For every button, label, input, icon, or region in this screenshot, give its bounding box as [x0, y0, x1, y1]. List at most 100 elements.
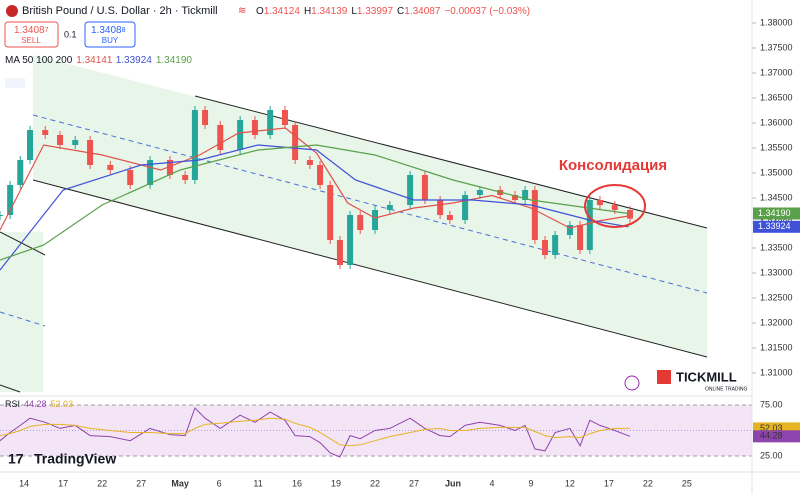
- ohlc: O1.34124 H1.34139 L1.33997 C1.34087 −0.00037…: [256, 6, 530, 17]
- buy-button[interactable]: [84, 21, 136, 48]
- x-tick-label: 22: [370, 478, 380, 488]
- y-tick-label: 1.33500: [760, 242, 793, 252]
- candle: [611, 205, 618, 210]
- candle: [166, 160, 173, 175]
- symbol-title[interactable]: British Pound / U.S. Dollar · 2h · Tickm…: [22, 5, 218, 17]
- x-tick-label: 14: [19, 478, 29, 488]
- candle: [626, 210, 633, 219]
- y-tick-label: 1.32000: [760, 317, 793, 327]
- candle: [372, 210, 379, 230]
- candle: [182, 175, 189, 180]
- candle: [281, 110, 288, 125]
- y-tick-label: 1.31000: [760, 367, 793, 377]
- candle: [306, 160, 313, 165]
- rsi-badge-label: 44.28: [760, 431, 783, 441]
- tv-logo: 17: [8, 451, 24, 467]
- ohlc-value: 1.34139: [311, 6, 348, 17]
- ohlc-key: L: [351, 6, 357, 17]
- channel-line: [194, 95, 708, 229]
- price-badge: [753, 220, 800, 233]
- bolt-icon: [624, 375, 640, 391]
- ma-label: MA 50 100 200: [5, 55, 73, 66]
- candle: [511, 195, 518, 200]
- x-tick-label: 22: [643, 478, 653, 488]
- rsi-legend: RSI 44.28 52.03: [5, 399, 73, 409]
- candle: [596, 200, 603, 205]
- ma-value: 1.34190: [156, 55, 193, 66]
- candle: [421, 175, 428, 200]
- rsi-badge: [753, 430, 800, 443]
- candle: [462, 195, 469, 220]
- ma-value: 1.34141: [76, 55, 113, 66]
- candle: [267, 110, 274, 135]
- candle: [407, 175, 414, 205]
- sell-button[interactable]: [4, 21, 59, 48]
- x-tick-label: May: [171, 478, 189, 488]
- candle: [552, 235, 559, 255]
- ohlc-value: 1.33997: [357, 6, 394, 17]
- ma-line: [0, 144, 629, 261]
- candle: [446, 215, 453, 220]
- y-tick-label: 25.00: [760, 450, 783, 460]
- x-tick-label: Jun: [445, 478, 461, 488]
- candle: [336, 240, 343, 265]
- ohlc-key: H: [304, 6, 311, 17]
- channel-line: [0, 231, 46, 256]
- rsi-badge-label: 52.03: [760, 423, 783, 433]
- annotation-ellipse: [584, 184, 646, 228]
- channel-mid: [32, 114, 708, 294]
- y-tick-label: 1.34500: [760, 192, 793, 202]
- rsi-line: [0, 417, 630, 447]
- channel-line: [32, 179, 708, 358]
- ma-line: [0, 144, 629, 271]
- ohlc-key: C: [397, 6, 404, 17]
- broker-sub: ONLINE TRADING: [705, 386, 748, 392]
- candle: [191, 110, 198, 180]
- brand: TradingView: [34, 451, 116, 467]
- ma-legend: MA 50 100 200 1.34141 1.33924 1.34190: [5, 55, 192, 66]
- buy-label: BUY: [102, 36, 119, 45]
- candle: [17, 160, 24, 185]
- x-tick-label: 4: [489, 478, 494, 488]
- candle: [437, 200, 444, 215]
- candle: [7, 185, 14, 215]
- collapse-button[interactable]: [5, 78, 25, 88]
- candle: [202, 110, 209, 125]
- candle: [27, 130, 34, 160]
- candle: [522, 190, 529, 200]
- x-tick-label: 17: [58, 478, 68, 488]
- sell-price: 1.34087: [14, 25, 49, 36]
- candle: [251, 120, 258, 135]
- ohlc-change: −0.00037 (−0.03%): [444, 6, 530, 17]
- broker-logo: [657, 370, 671, 384]
- x-tick-label: 9: [528, 478, 533, 488]
- ohlc-key: O: [256, 6, 264, 17]
- y-tick-label: 1.35000: [760, 167, 793, 177]
- candle: [386, 205, 393, 210]
- x-tick-label: 22: [97, 478, 107, 488]
- channel-line: [0, 384, 21, 393]
- y-tick-label: 1.32500: [760, 292, 793, 302]
- sell-label: SELL: [21, 36, 41, 45]
- candle: [327, 185, 334, 240]
- y-tick-label: 75.00: [760, 399, 783, 409]
- rsi-label: RSI: [5, 399, 20, 409]
- candle: [72, 140, 79, 145]
- x-tick-label: 19: [331, 478, 341, 488]
- lot-size: 0.1: [64, 29, 77, 39]
- y-tick-label: 1.36000: [760, 117, 793, 127]
- y-tick-label: 1.38000: [760, 17, 793, 27]
- candle: [57, 135, 64, 145]
- y-tick-label: 1.36500: [760, 92, 793, 102]
- candle: [147, 160, 154, 185]
- y-tick-label: 1.35500: [760, 142, 793, 152]
- ma-value: 1.33924: [116, 55, 153, 66]
- channel-fill: [33, 55, 707, 357]
- candle: [217, 125, 224, 150]
- price-badge: [753, 207, 800, 220]
- candle: [586, 200, 593, 250]
- price-badge-label: 1.33924: [758, 221, 791, 231]
- x-tick-label: 27: [136, 478, 146, 488]
- candle: [357, 215, 364, 230]
